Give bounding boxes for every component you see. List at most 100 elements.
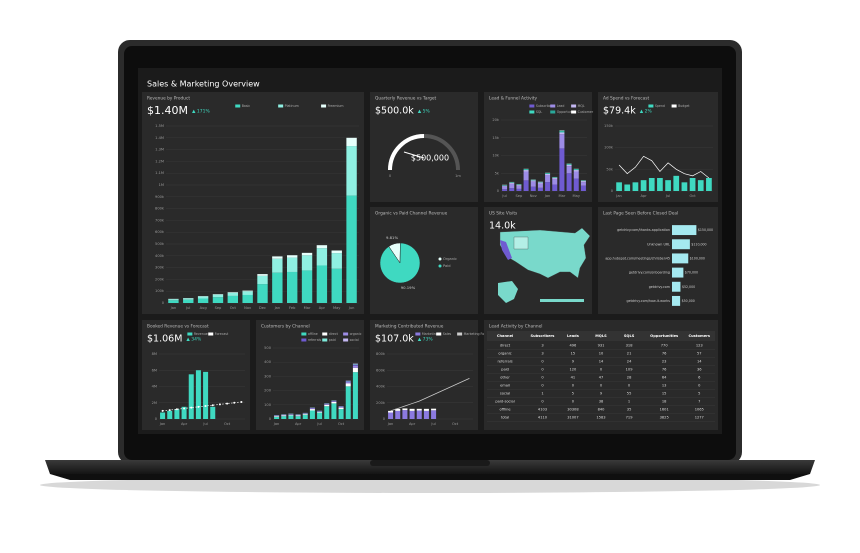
bar [395, 410, 401, 419]
bar [331, 253, 342, 269]
bar [210, 406, 216, 419]
panel-title: Booked Revenue vs Forecast [147, 324, 209, 330]
legend-label: Lead [557, 104, 565, 108]
bar [227, 295, 239, 303]
y-tick-label: 400 [264, 360, 272, 364]
legend-label: referrals [308, 338, 322, 342]
panel-title: Last Page Seen Before Closed Deal [603, 211, 678, 217]
x-tick-label: Jan [615, 194, 622, 198]
kpi-value: $79.4k [603, 106, 636, 117]
x-tick-label: Nov [530, 194, 538, 198]
line [618, 155, 710, 179]
y-tick-label: 500 [264, 346, 272, 350]
y-tick-label: 500k [155, 242, 165, 246]
bar [188, 374, 194, 419]
legend-swatch [648, 104, 654, 108]
table-cell: 18 [662, 400, 667, 404]
legend-label: Paid [443, 264, 451, 268]
bar [502, 186, 508, 190]
x-tick-label: Aug [200, 306, 207, 310]
table-cell: 0 [698, 384, 701, 388]
bar [573, 171, 579, 179]
bar [516, 184, 522, 186]
table-cell: 1065 [695, 408, 704, 412]
table-cell: 31007 [567, 416, 578, 420]
table-cell: 76 [662, 352, 667, 356]
x-tick-label: Apr [409, 422, 416, 426]
x-tick-label: Jan [170, 306, 177, 310]
x-tick-label: May [573, 194, 581, 198]
bar [545, 173, 551, 176]
legend-label: Subscriber [536, 104, 554, 108]
line-point [175, 408, 178, 411]
panel-title: Lead & Funnel Activity [489, 96, 538, 102]
gauge-label: $500,000 [411, 154, 449, 163]
table-cell: 0 [541, 376, 544, 380]
line-point [190, 406, 193, 409]
y-tick-label: 0 [162, 301, 165, 305]
bar [183, 299, 194, 303]
kpi-change: ▲ 34% [186, 337, 202, 343]
bar [338, 406, 344, 408]
y-tick-label: 800k [155, 207, 165, 211]
legend-label: Sales [443, 332, 452, 336]
x-tick-label: Apr [181, 422, 188, 426]
bar [174, 409, 180, 419]
bar [409, 410, 415, 419]
pie-value-label: 90.19% [401, 285, 416, 290]
line-point [233, 401, 236, 404]
panel-title: Organic vs Paid Channel Revenue [375, 211, 448, 217]
bar [301, 255, 313, 271]
bar [281, 415, 287, 417]
table-cell: 38 [599, 400, 604, 404]
table-cell: 120 [569, 368, 577, 372]
panel [598, 207, 718, 314]
bar [301, 252, 313, 256]
legend-swatch [438, 264, 442, 268]
bar [632, 182, 639, 191]
bar [559, 134, 565, 149]
bar [316, 265, 328, 303]
bar [559, 130, 565, 132]
bar [502, 189, 508, 191]
x-tick-label: Jan [159, 422, 166, 426]
bar [346, 146, 357, 196]
x-tick-label: Jul [185, 306, 190, 310]
y-tick-label: 150k [604, 124, 614, 128]
x-tick-label: Jul [501, 194, 506, 198]
table-cell: direct [500, 344, 511, 348]
table-cell: social [500, 392, 510, 396]
table-cell: 36 [697, 368, 702, 372]
legend-label: social [350, 338, 359, 342]
table-cell: 4103 [538, 408, 547, 412]
line-point [218, 403, 221, 406]
bar [345, 383, 351, 387]
legend-swatch [301, 332, 307, 336]
bar [580, 181, 586, 183]
gauge-needle [403, 151, 425, 159]
bar [545, 182, 551, 191]
bar [573, 170, 579, 172]
panel-title: Customers by Channel [261, 324, 310, 330]
bar [309, 410, 315, 419]
bar [317, 411, 323, 413]
bar-label: app.hubspot.com/meetings/chrisben45 [605, 256, 670, 260]
bar [272, 272, 283, 303]
bar [281, 416, 287, 419]
bar [345, 386, 351, 419]
table-cell: email [500, 384, 510, 388]
bar [301, 270, 313, 303]
line-point [197, 405, 200, 408]
table-cell: paid-social [495, 400, 514, 404]
legend-swatch [187, 332, 193, 336]
x-tick-label: Oct [452, 422, 459, 426]
table-cell: 9 [600, 392, 603, 396]
y-tick-label: 900k [155, 195, 165, 199]
bar [673, 175, 680, 191]
legend-label: Forecast [215, 332, 229, 336]
bar [640, 180, 647, 191]
bar-label: getdrivy.com/thanks-application [617, 228, 670, 232]
panel-title: Lead Activity by Channel [489, 324, 542, 330]
gauge-value [388, 134, 425, 171]
x-tick-label: Jan [274, 306, 281, 310]
